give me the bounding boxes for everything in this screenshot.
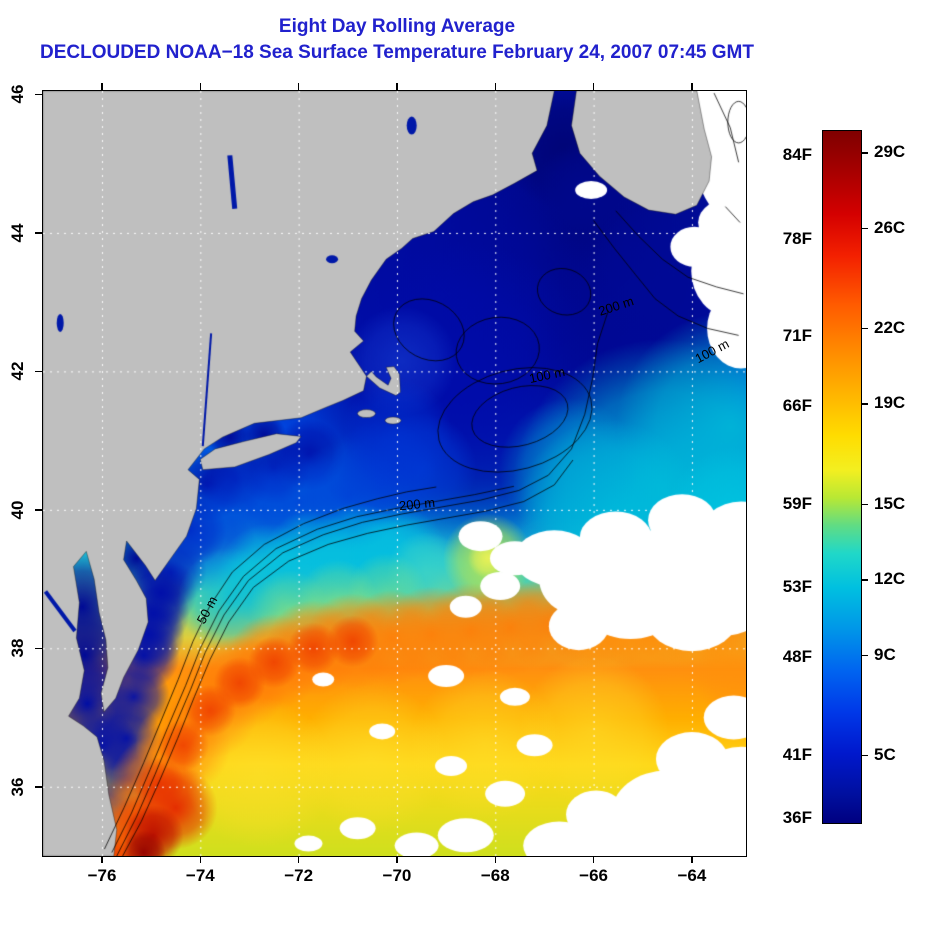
colorbar-fahrenheit-label: 71F [782,326,812,346]
figure-header: Eight Day Rolling Average DECLOUDED NOAA… [0,16,794,64]
y-axis-tick [35,93,42,96]
colorbar-fahrenheit-label: 53F [782,577,812,597]
temperature-colorbar [822,130,862,824]
x-axis-label: −74 [185,866,215,885]
x-axis-label: −66 [579,866,609,885]
y-axis-tick [35,232,42,234]
colorbar-tick [861,403,868,405]
colorbar-celsius-label: 15C [874,493,906,513]
colorbar-fahrenheit-label: 48F [782,647,812,667]
x-axis-tick [494,856,497,863]
colorbar-celsius-label: 26C [874,217,906,237]
colorbar-celsius-label: 9C [874,644,896,664]
x-axis-label: −70 [382,866,412,885]
colorbar-fahrenheit-label: 78F [782,228,812,248]
x-axis-tick-top [101,83,103,90]
x-axis-tick [199,856,202,863]
x-axis-label: −72 [284,866,314,885]
x-axis-label: −64 [677,866,707,885]
colorbar-fahrenheit-label: 66F [782,396,812,416]
y-axis-label: 44 [8,223,27,243]
colorbar-tick [861,754,868,757]
colorbar-fahrenheit-label: 41F [782,744,812,764]
y-axis-label: 36 [8,777,27,797]
colorbar-celsius-label: 12C [874,569,906,589]
x-axis-tick [691,856,693,863]
y-axis-tick [35,647,42,650]
colorbar-tick [861,152,868,154]
x-axis-label: −68 [480,866,510,885]
colorbar-tick [861,654,868,657]
colorbar-tick [861,503,868,506]
colorbar-celsius-label: 5C [874,744,896,764]
map-plot-area: 50 m 200 m 200 m 100 m 100 m [42,90,747,857]
y-axis-label: 46 [8,84,27,104]
colorbar-fahrenheit-label: 59F [782,493,812,513]
figure-subtitle: DECLOUDED NOAA−18 Sea Surface Temperatur… [39,42,754,63]
colorbar-fahrenheit-label: 84F [782,144,812,164]
x-axis-tick-top [494,83,497,90]
x-axis-tick-top [199,83,202,90]
x-axis-tick-top [691,83,693,90]
x-axis-tick-top [592,83,595,90]
colorbar-fahrenheit-label: 36F [782,807,812,827]
x-axis-tick-top [297,83,300,90]
colorbar-tick [861,227,868,230]
x-axis-tick-top [396,83,398,90]
y-axis-tick [35,370,42,373]
x-axis-label: −76 [87,866,117,885]
y-axis-label: 38 [8,638,27,658]
x-axis-tick [101,856,103,863]
x-axis-tick [592,856,595,863]
colorbar-celsius-label: 29C [874,142,906,162]
colorbar-celsius-label: 22C [874,317,906,337]
figure-title: Eight Day Rolling Average [278,16,516,37]
y-axis-label: 40 [8,500,27,520]
x-axis-tick [297,856,300,863]
y-axis-tick [35,509,42,511]
x-axis-tick [396,856,398,863]
colorbar-celsius-label: 19C [874,393,906,413]
colorbar-tick [861,327,868,330]
sst-map-image [43,91,746,856]
y-axis-label: 42 [8,361,27,381]
colorbar-tick [861,579,868,581]
y-axis-tick [35,786,42,788]
